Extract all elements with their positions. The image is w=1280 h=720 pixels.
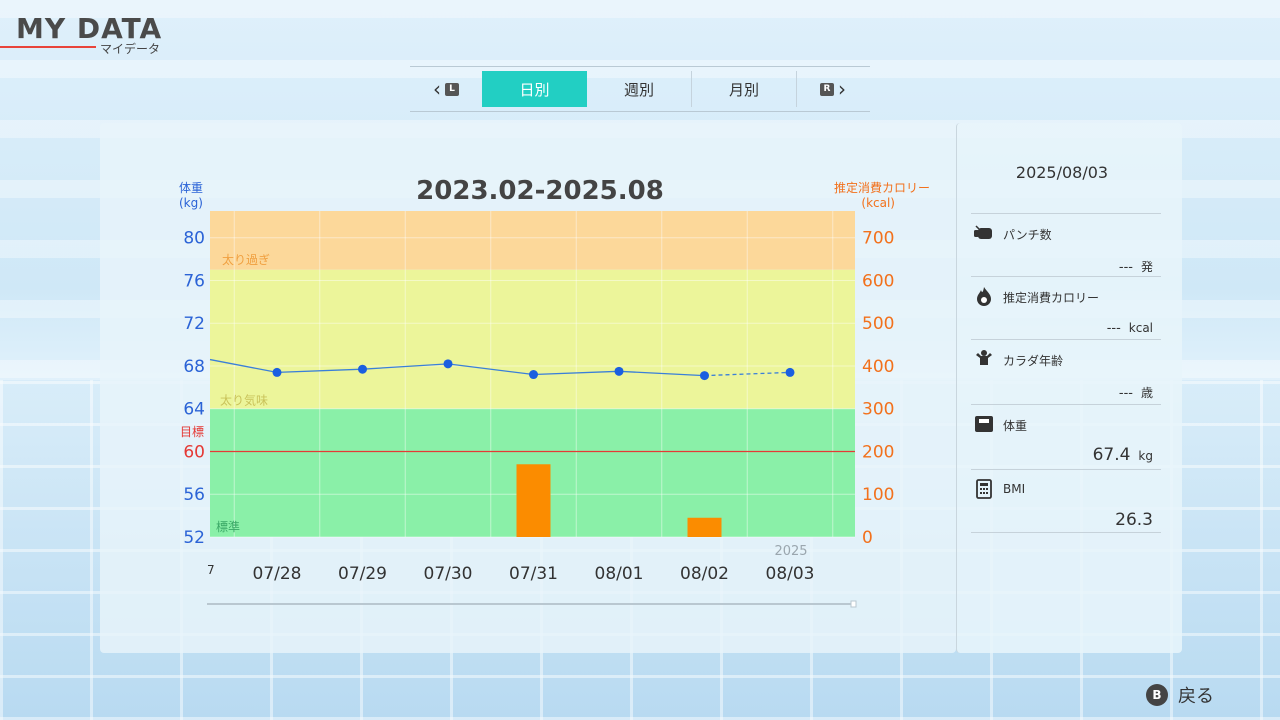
x-partial-label: 7 (207, 563, 215, 577)
chart-title: 2023.02-2025.08 (416, 176, 664, 206)
weight-point (785, 367, 795, 377)
detail-weight: 体重 67.4 kg (971, 404, 1161, 468)
fist-icon (974, 225, 992, 239)
x-tick-label: 08/03 (766, 564, 815, 584)
punch-value-number: --- (1118, 260, 1133, 275)
y-left-tick: 68 (183, 357, 205, 377)
punch-value: --- 発 (1119, 258, 1153, 275)
y-left-tick: 80 (183, 229, 205, 249)
punch-unit: 発 (1140, 260, 1153, 274)
zone-slightly_over (210, 269, 855, 409)
x-tick-label: 07/28 (253, 564, 302, 584)
weight-label: 体重 (1003, 419, 1028, 433)
scale-icon (975, 416, 993, 432)
body-age-value-number: --- (1118, 386, 1133, 401)
x-tick-label: 07/31 (509, 564, 558, 584)
y-left-tick: 76 (183, 271, 205, 291)
left-axis-unit: (kg) (179, 196, 203, 210)
y-left-tick: 56 (183, 485, 205, 505)
weight-point (443, 359, 453, 369)
b-button-glyph: B (1146, 684, 1168, 706)
weight-point (529, 370, 538, 380)
goal-label: 目標 (180, 425, 204, 439)
y-right-tick: 200 (862, 442, 894, 462)
detail-bmi: BMI 26.3 (971, 469, 1161, 533)
right-axis-title: 推定消費カロリー (834, 180, 930, 195)
y-right-tick: 0 (862, 528, 873, 548)
title-underline (0, 46, 96, 48)
body-age-label: カラダ年齢 (1003, 354, 1064, 368)
detail-panel: 2025/08/03 パンチ数 --- 発 推定消費カロリー --- kcal カラ… (956, 123, 1182, 653)
y-left-tick: 72 (183, 314, 205, 334)
calorie-bar (516, 464, 551, 537)
tab-weekly[interactable]: 週別 (587, 71, 692, 107)
y-right-tick: 300 (862, 400, 894, 420)
weight-line-projected (704, 371, 791, 377)
zone-label-slightly-over: 太り気味 (220, 393, 268, 408)
zone-label-normal: 標準 (216, 519, 240, 534)
bmi-value: 26.3 (1115, 510, 1153, 530)
x-tick-label: 08/01 (595, 564, 644, 584)
l-button-glyph: L (445, 82, 459, 96)
bmi-label: BMI (1003, 482, 1026, 496)
period-tabs: ‹ L 日別 週別 月別 R › (410, 66, 870, 112)
calories-value-number: --- (1106, 321, 1121, 336)
body-age-value: --- 歳 (1119, 384, 1153, 401)
y-right-tick: 600 (862, 271, 894, 291)
calorie-bar (687, 517, 722, 537)
tab-monthly[interactable]: 月別 (692, 71, 797, 107)
tab-daily[interactable]: 日別 (482, 71, 587, 107)
body-age-unit: 歳 (1140, 386, 1153, 400)
chevron-right-icon: › (838, 77, 846, 101)
y-right-tick: 500 (862, 314, 894, 334)
right-axis-unit: (kcal) (861, 196, 895, 210)
weight-point (358, 364, 367, 374)
back-label: 戻る (1178, 686, 1214, 707)
y-left-tick: 60 (183, 442, 205, 462)
zone-over (210, 211, 855, 270)
x-tick-label: 08/02 (680, 564, 729, 584)
detail-calories: 推定消費カロリー --- kcal (971, 276, 1161, 338)
chevron-left-icon: ‹ (433, 77, 441, 101)
next-tab-button[interactable]: R › (797, 70, 869, 108)
chart-scrollbar-thumb[interactable] (850, 600, 857, 608)
x-tick-label: 07/30 (424, 564, 473, 584)
calories-label: 推定消費カロリー (1003, 291, 1100, 305)
detail-body-age: カラダ年齢 --- 歳 (971, 339, 1161, 401)
y-right-tick: 100 (862, 485, 894, 505)
weight-point (614, 366, 624, 376)
prev-tab-button[interactable]: ‹ L (410, 70, 482, 108)
y-right-tick: 400 (862, 357, 894, 377)
detail-punch: パンチ数 --- 発 (971, 213, 1161, 275)
calories-value: --- kcal (1107, 321, 1153, 336)
back-button[interactable]: B 戻る (1146, 682, 1214, 708)
muscle-icon (976, 350, 992, 365)
detail-date: 2025/08/03 (1015, 163, 1109, 182)
page-subtitle: マイデータ (100, 42, 161, 56)
y-right-tick: 700 (862, 229, 894, 249)
weight-unit: kg (1138, 449, 1153, 463)
r-button-glyph: R (820, 82, 834, 96)
weight-point (700, 371, 709, 381)
y-left-tick: 52 (183, 528, 205, 548)
weight-point (272, 367, 282, 377)
y-left-tick: 64 (183, 400, 205, 420)
calculator-icon (976, 479, 992, 499)
page-title: MY DATA (16, 12, 163, 45)
weight-value: 67.4 kg (1093, 445, 1153, 465)
punch-label: パンチ数 (1003, 228, 1052, 242)
left-axis-title: 体重 (179, 181, 203, 195)
year-label: 2025 (774, 544, 807, 559)
zone-label-over: 太り過ぎ (222, 252, 270, 267)
x-tick-label: 07/29 (338, 564, 387, 584)
weight-value-number: 67.4 (1092, 445, 1131, 465)
flame-icon (977, 287, 991, 306)
calories-unit: kcal (1128, 321, 1153, 335)
